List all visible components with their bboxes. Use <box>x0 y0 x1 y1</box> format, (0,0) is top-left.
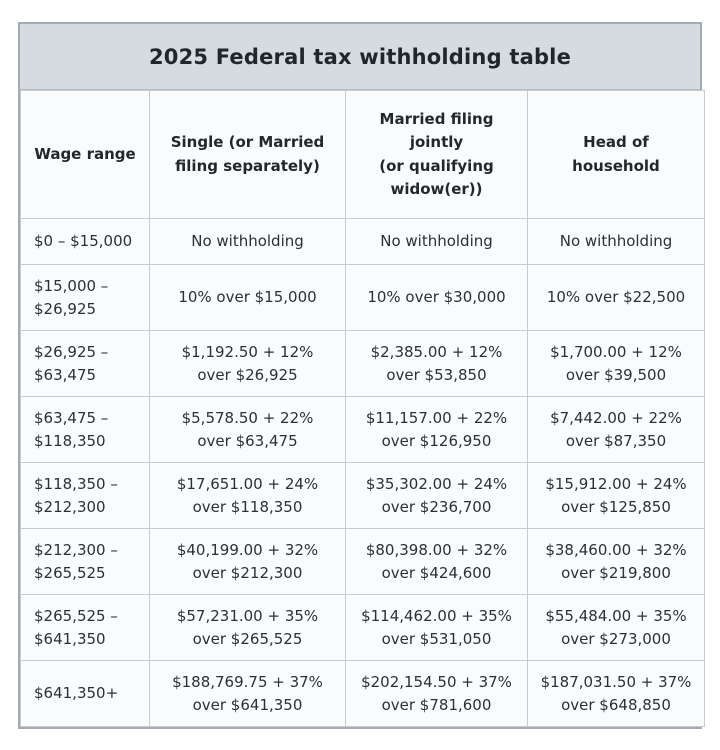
withholding-amount-cell: $2,385.00 + 12% over $53,850 <box>345 330 528 397</box>
withholding-amount-cell: $38,460.00 + 32% over $219,800 <box>527 528 705 595</box>
table-row: $15,000 – $26,925 10% over $15,000 10% ove… <box>20 264 705 331</box>
column-header: Married filing jointly (or qualifying wi… <box>345 90 528 219</box>
table-row: $118,350 – $212,300 $17,651.00 + 24% over… <box>20 462 705 529</box>
table-body: $0 – $15,000 No withholding No withholding… <box>20 218 705 727</box>
withholding-amount-cell: $40,199.00 + 32% over $212,300 <box>149 528 346 595</box>
column-header: Single (or Married filing separately) <box>149 90 346 219</box>
withholding-amount-cell: $114,462.00 + 35% over $531,050 <box>345 594 528 661</box>
table-row: $265,525 – $641,350 $57,231.00 + 35% over… <box>20 594 705 661</box>
withholding-amount-cell: 10% over $30,000 <box>345 264 528 331</box>
withholding-amount-cell: $17,651.00 + 24% over $118,350 <box>149 462 346 529</box>
wage-range-cell: $212,300 – $265,525 <box>20 528 150 595</box>
table-row: $26,925 – $63,475 $1,192.50 + 12% over $2… <box>20 330 705 397</box>
wage-range-cell: $0 – $15,000 <box>20 218 150 265</box>
table-title: 2025 Federal tax withholding table <box>20 24 700 90</box>
table-row: $63,475 – $118,350 $5,578.50 + 22% over $… <box>20 396 705 463</box>
withholding-amount-cell: $80,398.00 + 32% over $424,600 <box>345 528 528 595</box>
table-row: $641,350+ $188,769.75 + 37% over $641,350… <box>20 660 705 727</box>
withholding-amount-cell: $1,192.50 + 12% over $26,925 <box>149 330 346 397</box>
column-header: Wage range <box>20 90 150 219</box>
withholding-amount-cell: $35,302.00 + 24% over $236,700 <box>345 462 528 529</box>
withholding-amount-cell: 10% over $15,000 <box>149 264 346 331</box>
wage-range-cell: $641,350+ <box>20 660 150 727</box>
withholding-amount-cell: $188,769.75 + 37% over $641,350 <box>149 660 346 727</box>
withholding-amount-cell: $5,578.50 + 22% over $63,475 <box>149 396 346 463</box>
withholding-amount-cell: $15,912.00 + 24% over $125,850 <box>527 462 705 529</box>
withholding-amount-cell: No withholding <box>527 218 705 265</box>
wage-range-cell: $26,925 – $63,475 <box>20 330 150 397</box>
tax-withholding-table: 2025 Federal tax withholding table Wage … <box>18 22 705 729</box>
header-row: Wage range Single (or Married filing sepa… <box>20 90 705 219</box>
withholding-amount-cell: $55,484.00 + 35% over $273,000 <box>527 594 705 661</box>
withholding-amount-cell: $1,700.00 + 12% over $39,500 <box>527 330 705 397</box>
withholding-amount-cell: $7,442.00 + 22% over $87,350 <box>527 396 705 463</box>
wage-range-cell: $15,000 – $26,925 <box>20 264 150 331</box>
table-row: $212,300 – $265,525 $40,199.00 + 32% over… <box>20 528 705 595</box>
withholding-table: Wage range Single (or Married filing sepa… <box>20 90 705 727</box>
table-header-row: Wage range Single (or Married filing sepa… <box>20 90 705 219</box>
column-header: Head of household <box>527 90 705 219</box>
table-row: $0 – $15,000 No withholding No withholding… <box>20 218 705 265</box>
withholding-amount-cell: 10% over $22,500 <box>527 264 705 331</box>
wage-range-cell: $265,525 – $641,350 <box>20 594 150 661</box>
withholding-amount-cell: $11,157.00 + 22% over $126,950 <box>345 396 528 463</box>
withholding-amount-cell: $187,031.50 + 37% over $648,850 <box>527 660 705 727</box>
wage-range-cell: $118,350 – $212,300 <box>20 462 150 529</box>
withholding-amount-cell: $202,154.50 + 37% over $781,600 <box>345 660 528 727</box>
wage-range-cell: $63,475 – $118,350 <box>20 396 150 463</box>
withholding-amount-cell: No withholding <box>149 218 346 265</box>
withholding-amount-cell: No withholding <box>345 218 528 265</box>
withholding-amount-cell: $57,231.00 + 35% over $265,525 <box>149 594 346 661</box>
